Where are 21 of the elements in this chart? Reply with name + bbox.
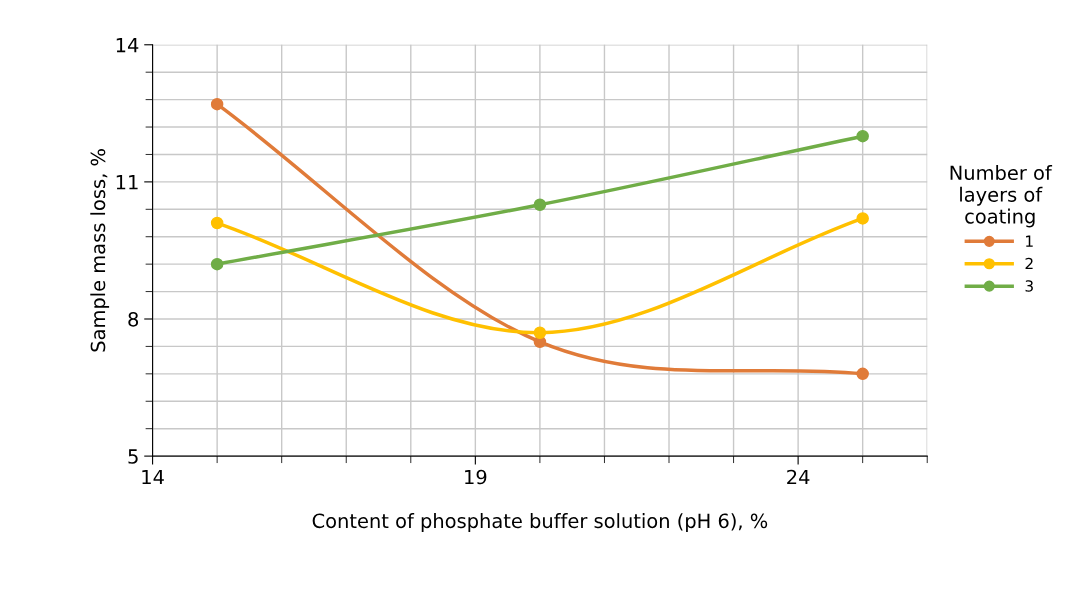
point (856, 212, 869, 225)
x-axis-title: Content of phosphate buffer solution (pH 6), % (312, 513, 768, 532)
legend-label: 1 (1026, 235, 1033, 247)
point (210, 257, 224, 271)
x-tick-label: 19 (465, 469, 487, 485)
legend-label: 2 (1025, 257, 1033, 270)
x-tick-label: 14 (142, 469, 164, 485)
legend-title: Number of layers of coating (950, 165, 1053, 228)
point (856, 129, 869, 143)
point (210, 97, 224, 111)
y-tick-label: 14 (116, 37, 139, 53)
point (533, 326, 547, 339)
y-axis-title: Sample mass loss, % (90, 149, 110, 352)
legend-label: 3 (1025, 280, 1033, 292)
point (533, 198, 547, 211)
y-tick-label: 5 (128, 449, 138, 464)
point (856, 367, 869, 381)
y-tick-label: 11 (116, 175, 138, 190)
point (210, 216, 224, 230)
x-tick-label: 24 (787, 469, 810, 485)
y-tick-label: 8 (128, 311, 139, 327)
